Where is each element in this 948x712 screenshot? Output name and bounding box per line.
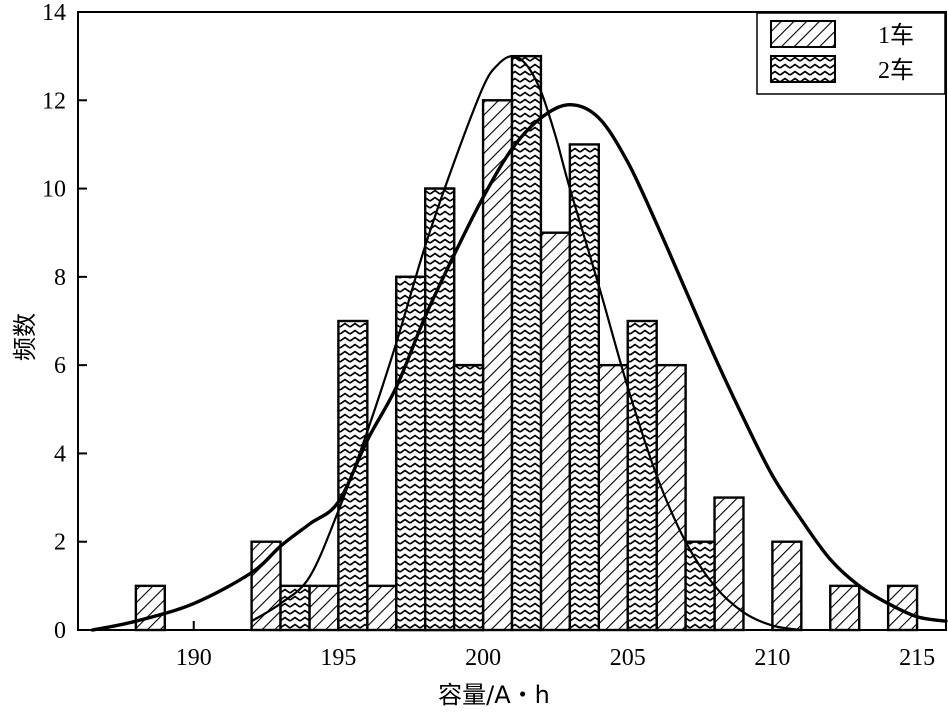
x-tick-label-205: 205 [610,645,646,671]
x-axis-label: 容量/A・h [438,681,550,709]
fit-curve-1 [250,55,803,632]
bar-series1-7 [481,99,514,632]
bar-series1-10 [655,363,687,632]
bar-series1-1 [250,540,282,632]
bar-series1-0 [134,584,166,632]
legend-swatch-2 [770,55,836,83]
bar-series1-13 [829,584,861,632]
y-tick-label-0: 0 [54,618,66,644]
x-tick-label-200: 200 [465,645,501,671]
legend-label-1: 1车 [878,22,914,49]
y-axis-label: 频数 [11,313,39,361]
legend-swatch-1 [770,20,836,48]
y-tick-label-6: 6 [54,353,66,379]
y-tick-label-12: 12 [42,88,66,114]
bar-series1-14 [886,584,919,632]
x-tick-label-215: 215 [899,645,935,671]
bar-series1-12 [771,540,803,632]
bar-series1-8 [539,231,572,632]
bars-layer [134,54,919,632]
axes-layer: 0 2 4 6 8 10 12 14 190 195 200 205 210 215 [42,0,947,671]
bar-series1-3 [366,584,398,632]
bar-series2-3 [424,187,456,632]
y-tick-label-14: 14 [42,0,66,26]
bar-series2-5 [510,54,543,632]
bar-series2-7 [626,319,658,632]
bar-series2-4 [452,363,485,632]
y-tick-label-10: 10 [42,177,66,203]
bar-series2-6 [568,143,600,632]
curves-layer [90,55,948,632]
fit-curve-2 [90,103,948,632]
bar-series1-2 [308,584,340,632]
y-tick-label-4: 4 [54,441,66,467]
y-tick-label-2: 2 [54,530,66,556]
legend-label-2: 2车 [878,57,914,84]
bar-series2-8 [684,540,716,632]
x-tick-label-195: 195 [320,645,356,671]
bar-series1-9 [597,363,629,632]
plot-frame [77,11,947,631]
y-tick-label-8: 8 [54,265,66,291]
x-tick-label-210: 210 [754,645,790,671]
x-tick-label-190: 190 [176,645,212,671]
